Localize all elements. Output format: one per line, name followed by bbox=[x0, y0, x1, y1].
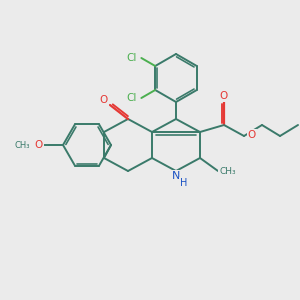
Text: O: O bbox=[220, 91, 228, 101]
Text: O: O bbox=[248, 130, 256, 140]
Text: CH₃: CH₃ bbox=[220, 167, 236, 176]
Text: CH₃: CH₃ bbox=[14, 140, 30, 149]
Text: N: N bbox=[172, 171, 180, 181]
Text: Cl: Cl bbox=[126, 53, 136, 63]
Text: O: O bbox=[100, 95, 108, 105]
Text: H: H bbox=[180, 178, 188, 188]
Text: O: O bbox=[35, 140, 43, 150]
Text: Cl: Cl bbox=[126, 93, 136, 103]
